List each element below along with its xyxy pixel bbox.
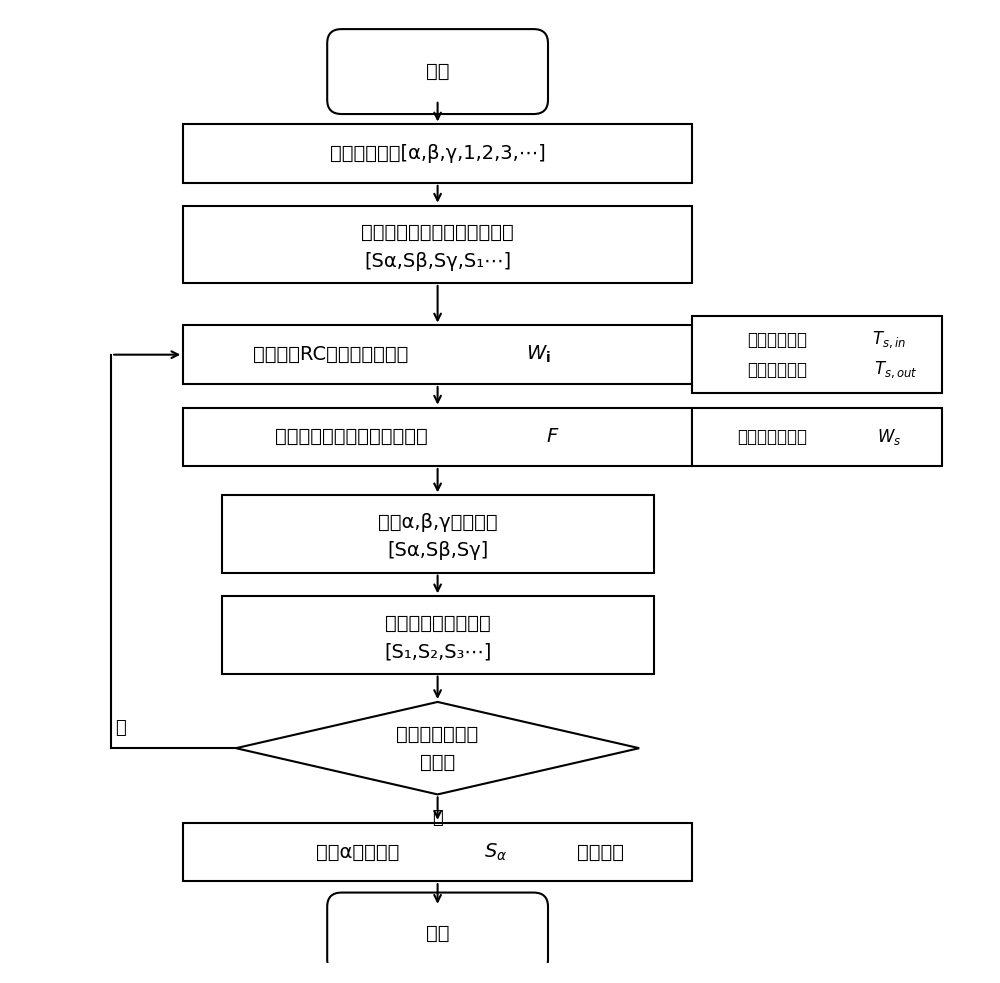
FancyBboxPatch shape <box>327 893 548 974</box>
Text: $T_{s,in}$: $T_{s,in}$ <box>872 329 906 350</box>
FancyBboxPatch shape <box>222 495 654 573</box>
FancyBboxPatch shape <box>692 316 942 393</box>
Text: [Sα,Sβ,Sγ]: [Sα,Sβ,Sγ] <box>387 542 488 560</box>
Text: 是否达到最大送: 是否达到最大送 <box>396 724 479 743</box>
Text: $W_{\mathbf{i}}$: $W_{\mathbf{i}}$ <box>526 344 551 366</box>
Text: 在约束区间中初始化灰狼位置: 在约束区间中初始化灰狼位置 <box>361 223 514 243</box>
Text: 计算每只灰狼的适应度函数值: 计算每只灰狼的适应度函数值 <box>275 428 428 446</box>
Text: 是: 是 <box>432 809 443 827</box>
FancyBboxPatch shape <box>183 823 692 881</box>
FancyBboxPatch shape <box>222 597 654 673</box>
Text: 开始: 开始 <box>426 62 449 81</box>
Text: 实测室外温度: 实测室外温度 <box>747 361 807 378</box>
Text: 否: 否 <box>115 719 126 737</box>
Text: 为最优解: 为最优解 <box>577 842 624 861</box>
Text: $S_{\alpha}$: $S_{\alpha}$ <box>484 841 507 863</box>
FancyBboxPatch shape <box>692 408 942 466</box>
FancyBboxPatch shape <box>183 125 692 183</box>
Text: $W_{s}$: $W_{s}$ <box>877 427 901 446</box>
FancyBboxPatch shape <box>183 205 692 283</box>
FancyBboxPatch shape <box>183 325 692 384</box>
Text: 代次数: 代次数 <box>420 753 455 772</box>
FancyBboxPatch shape <box>327 29 548 114</box>
FancyBboxPatch shape <box>183 408 692 466</box>
Text: 更新α,β,γ狼的位置: 更新α,β,γ狼的位置 <box>378 513 497 532</box>
Text: 更新其余灰狼的位置: 更新其余灰狼的位置 <box>385 614 490 633</box>
Text: $F$: $F$ <box>546 428 560 446</box>
Text: [Sα,Sβ,Sγ,S₁⋯]: [Sα,Sβ,Sγ,S₁⋯] <box>364 252 511 270</box>
Text: 通过改进RC模型计算供热量: 通过改进RC模型计算供热量 <box>253 345 409 364</box>
Text: 实测室内温度: 实测室内温度 <box>747 330 807 349</box>
Text: 定义搜索代理[α,β,γ,1,2,3,⋯]: 定义搜索代理[α,β,γ,1,2,3,⋯] <box>330 145 545 163</box>
Text: 实测建筑供热量: 实测建筑供热量 <box>737 428 807 445</box>
Text: $T_{s,out}$: $T_{s,out}$ <box>874 360 917 380</box>
Text: [S₁,S₂,S₃⋯]: [S₁,S₂,S₃⋯] <box>384 643 491 662</box>
Text: 输出α狼的位置: 输出α狼的位置 <box>316 842 399 861</box>
Text: 结束: 结束 <box>426 924 449 943</box>
Polygon shape <box>236 702 639 794</box>
